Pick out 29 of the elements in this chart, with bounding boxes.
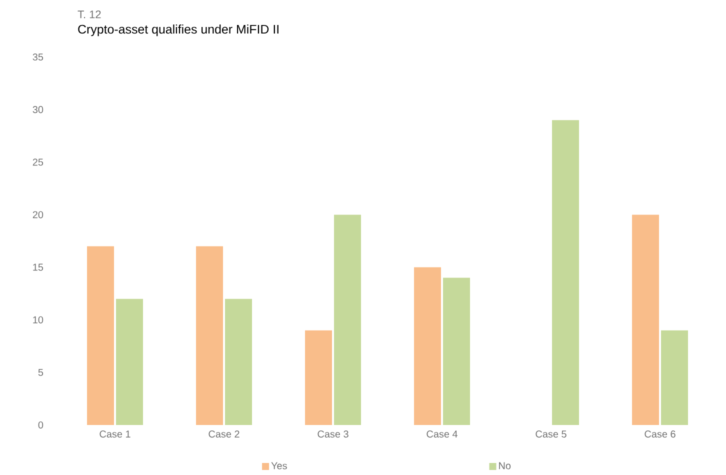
bar xyxy=(414,267,442,425)
bar xyxy=(87,246,114,425)
bar xyxy=(334,214,362,425)
chart-subtitle: T. 12 xyxy=(78,10,101,18)
x-tick-label: Case 6 xyxy=(644,430,676,438)
y-tick-label: 5 xyxy=(38,368,44,376)
x-tick-label: Case 5 xyxy=(536,430,566,438)
bar xyxy=(225,298,252,425)
y-tick-label: 35 xyxy=(32,53,44,61)
bar xyxy=(632,214,660,425)
bar xyxy=(116,298,144,425)
y-tick-label: 10 xyxy=(33,316,44,324)
x-tick-label: Case 1 xyxy=(100,430,130,438)
x-tick-label: Case 4 xyxy=(426,430,458,438)
legend-label: No xyxy=(499,462,511,470)
y-tick-label: 0 xyxy=(38,421,44,429)
x-tick-label: Case 3 xyxy=(318,430,348,438)
y-tick-label: 25 xyxy=(32,158,44,166)
y-tick-label: 15 xyxy=(33,264,44,271)
bar xyxy=(196,246,224,425)
y-tick-label: 20 xyxy=(32,211,44,218)
bar xyxy=(305,330,332,425)
y-tick-label: 30 xyxy=(32,106,44,114)
bar xyxy=(661,330,688,425)
bar xyxy=(552,120,580,425)
legend-label: Yes xyxy=(271,462,287,470)
bar xyxy=(443,278,470,425)
chart-title: Crypto-asset qualifies under MiFID II xyxy=(78,24,278,36)
x-tick-label: Case 2 xyxy=(208,430,240,438)
